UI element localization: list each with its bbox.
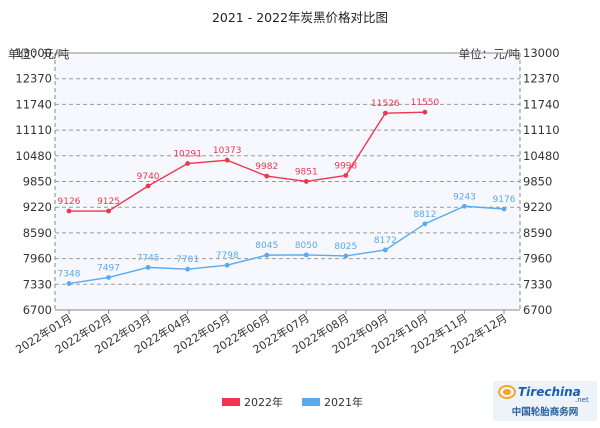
data-point [106, 208, 111, 214]
legend: 2022年 2021年 [222, 395, 363, 409]
data-label: 8025 [334, 242, 357, 252]
y-tick-label-right: 11110 [523, 123, 560, 137]
data-label: 7701 [176, 255, 199, 265]
data-label: 9243 [453, 192, 476, 202]
data-label: 11526 [371, 99, 400, 109]
legend-swatch [302, 398, 320, 406]
data-point [501, 206, 507, 212]
y-tick-label-left: 13000 [15, 46, 52, 60]
chart-title: 2021 - 2022年炭黑价格对比图 [212, 10, 388, 25]
y-tick-label-left: 10480 [15, 149, 52, 163]
data-point [462, 203, 467, 209]
data-point [185, 266, 191, 272]
data-point [106, 275, 111, 280]
data-label: 7348 [58, 270, 81, 280]
data-label: 11550 [411, 98, 440, 108]
y-tick-label-right: 10480 [523, 149, 560, 163]
data-point [303, 252, 309, 258]
data-label: 9982 [255, 162, 278, 172]
data-label: 8172 [374, 236, 397, 246]
data-point [343, 173, 349, 178]
data-point [145, 264, 151, 270]
logo-brand-text: Tirechina [518, 385, 581, 399]
data-label: 7497 [97, 263, 120, 273]
data-point [382, 110, 388, 116]
data-point [382, 247, 388, 253]
data-label: 9126 [58, 197, 81, 207]
x-axis-ticks: 2022年01月2022年02月2022年03月2022年04月2022年05月… [13, 310, 510, 356]
data-point [224, 157, 230, 163]
data-label: 9125 [97, 197, 120, 207]
watermark-logo: Tirechina .net 中国轮胎商务网 [493, 381, 597, 421]
y-tick-label-left: 11110 [15, 123, 52, 137]
y-tick-label-left: 12370 [15, 72, 52, 86]
data-label: 9851 [295, 167, 318, 177]
y-tick-label-left: 6700 [23, 303, 52, 317]
data-label: 9176 [493, 195, 516, 205]
y-tick-label-right: 12370 [523, 72, 560, 86]
data-point [145, 183, 151, 189]
data-label: 8812 [413, 210, 436, 220]
data-point [185, 161, 191, 166]
logo-background [493, 381, 597, 421]
data-point [264, 252, 270, 258]
data-point [303, 179, 309, 184]
y-tick-label-left: 7960 [23, 252, 52, 266]
y-tick-label-left: 11740 [15, 97, 52, 111]
y-tick-label-right: 6700 [523, 303, 552, 317]
tire-swoosh-icon [498, 385, 516, 399]
unit-label-left: 单位：元/吨 [8, 47, 70, 61]
legend-swatch [222, 398, 240, 406]
y-tick-label-right: 13000 [523, 46, 560, 60]
data-point [422, 109, 428, 115]
data-label: 9998 [334, 161, 357, 171]
y-tick-label-right: 11740 [523, 97, 560, 111]
data-label: 10373 [213, 146, 242, 156]
unit-label-right: 单位：元/吨 [459, 47, 521, 61]
y-axis-ticks: 13000 13000 12370 12370 11740 11740 11110 11110… [15, 46, 559, 317]
series-group: 9126 9125 9740 10291 10373 9982 9851 9998 11526 1… [58, 98, 516, 286]
y-tick-label-right: 9220 [523, 200, 552, 214]
logo-cn-name: 中国轮胎商务网 [512, 406, 579, 418]
data-label: 7745 [137, 253, 160, 263]
grid-lines [54, 52, 521, 311]
data-point [422, 221, 428, 227]
y-tick-label-left: 9220 [23, 200, 52, 214]
data-label: 7798 [216, 251, 239, 261]
data-point [66, 281, 72, 286]
y-tick-label-left: 8590 [23, 226, 52, 240]
data-label: 9740 [137, 172, 160, 182]
series-line-2 [68, 205, 505, 285]
data-label: 8050 [295, 241, 318, 251]
data-label: 10291 [173, 150, 202, 160]
series-line-1 [68, 111, 425, 212]
y-tick-label-left: 7330 [23, 277, 52, 291]
legend-label: 2021年 [324, 395, 363, 409]
data-label: 8045 [255, 241, 278, 251]
y-tick-label-right: 9850 [523, 175, 552, 189]
logo-brand-suffix: .net [575, 396, 589, 404]
data-point [264, 173, 270, 179]
y-tick-label-right: 8590 [523, 226, 552, 240]
y-tick-label-right: 7330 [523, 277, 552, 291]
y-tick-label-right: 7960 [523, 252, 552, 266]
legend-label: 2022年 [244, 395, 283, 409]
y-tick-label-left: 9850 [23, 175, 52, 189]
data-point [343, 253, 349, 259]
data-point [224, 262, 230, 268]
data-point [66, 208, 72, 214]
